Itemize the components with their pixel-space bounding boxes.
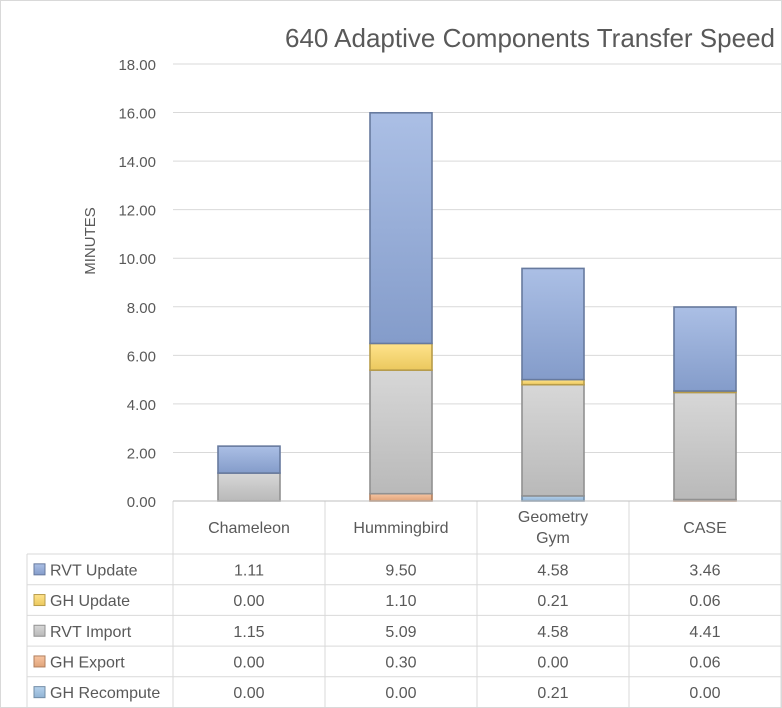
bar-geometry-gym-rvt-import: [521, 383, 585, 497]
bar-chameleon-rvt-import: [217, 472, 281, 502]
table-cell-gh-update-case: 0.06: [689, 593, 720, 610]
table-cell-gh-export-geometry-gym: 0.00: [537, 654, 568, 671]
category-label-case: CASE: [683, 520, 727, 537]
category-label-chameleon: Chameleon: [208, 520, 290, 537]
category-label-geometry-gym: Geometry Gym: [518, 509, 588, 547]
bar-case-rvt-update: [673, 306, 737, 392]
table-cell-rvt-import-geometry-gym: 4.58: [537, 624, 568, 641]
bar-hummingbird-gh-update: [369, 342, 433, 371]
table-cell-gh-export-hummingbird: 0.30: [385, 654, 416, 671]
table-cell-gh-update-hummingbird: 1.10: [385, 593, 416, 610]
table-cell-gh-recompute-hummingbird: 0.00: [385, 685, 416, 702]
y-axis-tick-labels: 0.00 2.00 4.00 6.00 8.00 10.00 12.00 14.00 16.00…: [118, 57, 156, 511]
legend-label-gh-update: GH Update: [50, 593, 130, 610]
table-cell-rvt-import-hummingbird: 5.09: [385, 624, 416, 641]
table-cell-gh-export-chameleon: 0.00: [233, 654, 264, 671]
table-cell-rvt-update-hummingbird: 9.50: [385, 562, 416, 579]
table-cell-rvt-update-chameleon: 1.11: [234, 562, 264, 579]
y-tick-label: 14.00: [118, 154, 156, 171]
legend-key-gh-export: [33, 655, 46, 668]
bar-hummingbird-rvt-update: [369, 111, 433, 345]
table-cell-gh-recompute-chameleon: 0.00: [233, 685, 264, 702]
y-tick-label: 10.00: [118, 251, 156, 268]
y-tick-label: 18.00: [118, 57, 156, 74]
bar-hummingbird-gh-export: [369, 492, 433, 502]
legend-label-rvt-update: RVT Update: [50, 562, 138, 579]
table-cell-rvt-import-case: 4.41: [689, 624, 720, 641]
table-cell-gh-recompute-geometry-gym: 0.21: [537, 685, 568, 702]
bar-hummingbird-rvt-import: [369, 369, 433, 495]
y-tick-label: 0.00: [127, 494, 156, 511]
y-tick-label: 2.00: [127, 445, 156, 462]
y-tick-label: 12.00: [118, 203, 156, 220]
table-cell-rvt-update-geometry-gym: 4.58: [537, 562, 568, 579]
y-tick-label: 6.00: [127, 348, 156, 365]
legend-label-gh-recompute: GH Recompute: [50, 685, 160, 702]
y-tick-label: 8.00: [127, 300, 156, 317]
bar-chameleon-rvt-update: [217, 445, 281, 474]
legend-key-gh-recompute: [33, 686, 46, 699]
table-cell-rvt-update-case: 3.46: [689, 562, 720, 579]
table-cell-gh-recompute-case: 0.00: [689, 685, 720, 702]
y-tick-label: 4.00: [127, 397, 156, 414]
legend-key-gh-update: [33, 594, 46, 607]
legend-label-gh-export: GH Export: [50, 654, 125, 671]
category-label-hummingbird: Hummingbird: [353, 520, 448, 537]
data-table: Chameleon Hummingbird Geometry Gym CASE RVT U…: [26, 500, 781, 707]
bar-geometry-gym-rvt-update: [521, 267, 585, 381]
table-cell-rvt-import-chameleon: 1.15: [233, 624, 264, 641]
bars: [217, 111, 737, 502]
table-cell-gh-update-chameleon: 0.00: [233, 593, 264, 610]
y-axis-title: MINUTES: [82, 207, 99, 275]
table-cell-gh-update-geometry-gym: 0.21: [537, 593, 568, 610]
bar-case-rvt-import: [673, 391, 737, 501]
legend-label-rvt-import: RVT Import: [50, 624, 132, 641]
legend-key-rvt-update: [33, 563, 46, 576]
y-tick-label: 16.00: [118, 106, 156, 123]
chart-title: 640 Adaptive Components Transfer Speed: [285, 23, 775, 53]
table-cell-gh-export-case: 0.06: [689, 654, 720, 671]
legend-key-rvt-import: [33, 624, 46, 637]
